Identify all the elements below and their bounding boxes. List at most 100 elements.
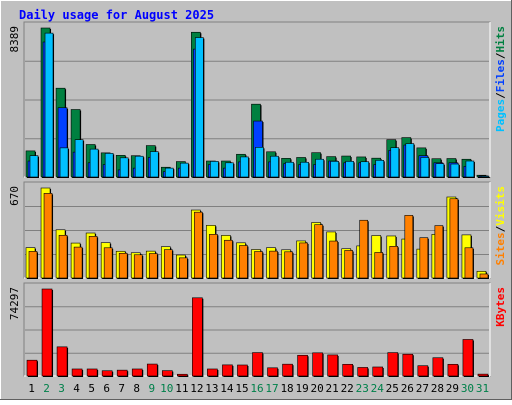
- legend-entry-hits: Hits: [494, 26, 507, 53]
- bar-sites-day-10: [163, 249, 173, 279]
- bar-sites-day-18: [284, 251, 293, 279]
- bar-pages-day-24: [375, 160, 385, 178]
- bar-pages-day-7: [119, 157, 129, 178]
- bar-pages-day-29: [450, 163, 460, 178]
- bar-pages-day-22: [345, 161, 354, 178]
- bar-pages-day-18: [285, 161, 294, 178]
- legend-separator: /: [494, 225, 507, 232]
- bar-pages-day-4: [74, 139, 84, 178]
- bar-kbytes-day-18: [282, 363, 293, 377]
- bar-kbytes-day-9: [146, 363, 158, 377]
- bar-kbytes-day-19: [297, 354, 308, 377]
- bar-kbytes-day-21: [327, 354, 338, 377]
- x-tick-label-day-7: 7: [118, 382, 125, 395]
- bar-kbytes-day-17: [267, 367, 278, 377]
- x-tick-label-day-10: 10: [160, 382, 173, 395]
- bar-sites-day-27: [419, 237, 429, 279]
- bar-sites-day-7: [118, 252, 128, 279]
- x-tick-label-day-2: 2: [43, 382, 50, 395]
- bar-pages-day-11: [180, 162, 189, 178]
- bar-sites-day-16: [254, 251, 263, 279]
- bar-kbytes-day-2: [41, 288, 53, 377]
- panel-visits-max-label: 670: [8, 186, 21, 206]
- x-tick-label-day-30: 30: [461, 382, 474, 395]
- bar-sites-day-29: [449, 198, 459, 279]
- x-tick-label-day-16: 16: [250, 382, 263, 395]
- bar-sites-day-25: [389, 245, 399, 279]
- bar-pages-day-26: [405, 143, 415, 178]
- bar-pages-day-27: [420, 157, 430, 178]
- x-tick-label-day-9: 9: [148, 382, 155, 395]
- bar-pages-day-13: [210, 161, 219, 178]
- bar-sites-day-22: [344, 250, 353, 279]
- x-tick-label-day-29: 29: [446, 382, 459, 395]
- x-tick-label-day-19: 19: [295, 382, 308, 395]
- bar-pages-day-14: [225, 162, 234, 178]
- x-tick-label-day-14: 14: [220, 382, 234, 395]
- bar-pages-day-31-shadow: [481, 177, 490, 178]
- x-tick-label-day-3: 3: [58, 382, 65, 395]
- bar-pages-day-12: [195, 37, 204, 178]
- bar-sites-day-26: [404, 215, 414, 279]
- bar-pages-day-21: [330, 161, 339, 178]
- bar-kbytes-day-5: [86, 368, 98, 377]
- bar-sites-day-14: [224, 239, 233, 279]
- legend-entry-kbytes: KBytes: [494, 287, 507, 327]
- bar-pages-day-8: [134, 155, 144, 178]
- x-tick-label-day-20: 20: [311, 382, 324, 395]
- bar-kbytes-day-12: [192, 297, 203, 377]
- bar-kbytes-day-25: [387, 352, 399, 377]
- x-tick-label-day-13: 13: [205, 382, 218, 395]
- x-tick-label-day-24: 24: [371, 382, 385, 395]
- bar-pages-day-31: [480, 175, 490, 178]
- bar-kbytes-day-26: [402, 353, 414, 377]
- bar-pages-day-1: [29, 155, 39, 178]
- x-tick-label-day-12: 12: [190, 382, 203, 395]
- bar-sites-day-21: [329, 240, 338, 279]
- x-tick-label-day-23: 23: [356, 382, 369, 395]
- bar-sites-day-5: [88, 236, 98, 279]
- bar-pages-day-9: [149, 151, 159, 178]
- bar-sites-day-28: [434, 225, 444, 279]
- bar-kbytes-day-15: [237, 364, 248, 377]
- legend-entry-visits: Visits: [494, 186, 507, 226]
- bar-sites-day-6: [103, 247, 113, 279]
- bar-pages-day-30: [465, 160, 475, 178]
- bar-pages-day-10: [164, 167, 174, 178]
- bar-sites-day-23: [359, 219, 369, 279]
- bar-pages-day-23: [360, 161, 370, 178]
- bar-sites-day-24: [374, 252, 384, 279]
- legend-entry-sites: Sites: [494, 232, 507, 265]
- bar-pages-day-17: [270, 155, 279, 178]
- x-tick-label-day-26: 26: [401, 382, 414, 395]
- bar-kbytes-day-31: [477, 373, 489, 377]
- bar-sites-day-13: [209, 234, 218, 279]
- bar-pages-day-16: [255, 147, 264, 178]
- x-tick-label-day-22: 22: [341, 382, 354, 395]
- bar-kbytes-day-1: [26, 359, 38, 377]
- x-tick-label-day-15: 15: [235, 382, 248, 395]
- bar-kbytes-day-8: [131, 368, 143, 377]
- x-tick-label-day-25: 25: [386, 382, 399, 395]
- bar-kbytes-day-4: [71, 368, 83, 377]
- bar-sites-day-11: [179, 257, 188, 279]
- chart-title: Daily usage for August 2025: [19, 8, 214, 22]
- x-tick-label-day-5: 5: [88, 382, 95, 395]
- x-tick-label-day-11: 11: [175, 382, 188, 395]
- bar-sites-day-1: [28, 251, 38, 279]
- bar-kbytes-day-29: [447, 363, 459, 377]
- x-tick-label-day-8: 8: [133, 382, 140, 395]
- bar-sites-day-8: [133, 254, 143, 279]
- bar-pages-day-2: [44, 32, 54, 178]
- x-tick-label-day-31: 31: [476, 382, 489, 395]
- bar-pages-day-3: [59, 147, 69, 178]
- bar-kbytes-day-16: [252, 352, 263, 377]
- panel-visits-legend: Sites/Visits: [494, 186, 507, 266]
- bar-pages-day-6: [104, 153, 114, 178]
- bar-kbytes-day-24: [372, 366, 384, 377]
- panel-kbytes-max-label: 74297: [8, 287, 21, 320]
- bar-kbytes-day-23: [357, 367, 369, 377]
- bar-sites-day-15: [239, 245, 248, 279]
